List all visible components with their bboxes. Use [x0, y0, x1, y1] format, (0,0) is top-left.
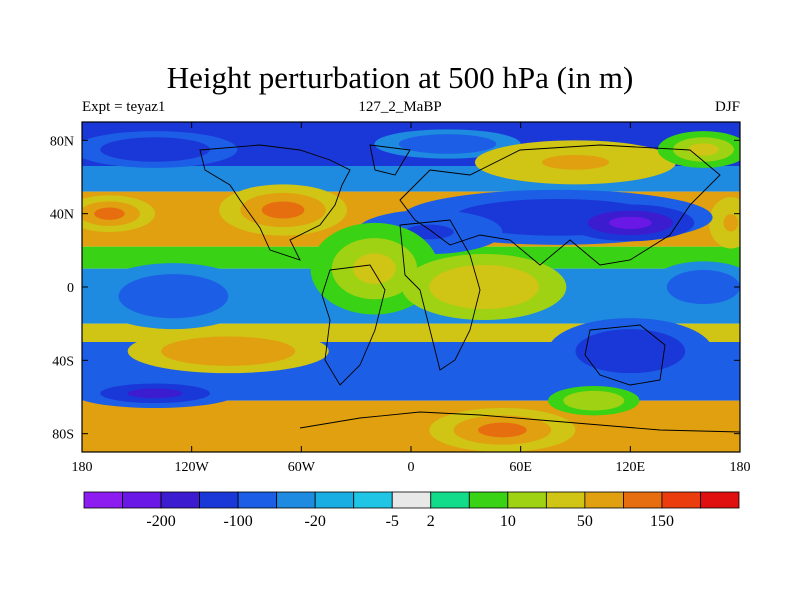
colorbar-box [584, 491, 624, 509]
colorbar-label: 150 [650, 513, 674, 530]
x-tick-label: 180 [730, 460, 751, 475]
colorbar-box [507, 491, 547, 509]
anomaly-6 [708, 197, 740, 249]
coastline-south-america [321, 264, 386, 386]
x-tick-label: 120E [616, 460, 646, 475]
x-tick-label: 60W [288, 460, 316, 475]
y-tick-label: 80N [50, 134, 74, 149]
colorbar-label: 2 [427, 513, 435, 530]
anomaly-10 [310, 222, 439, 315]
anomaly-8 [566, 204, 695, 242]
anomaly-12 [91, 263, 256, 330]
anomaly-17 [429, 408, 576, 452]
anomaly-13 [648, 261, 740, 313]
colorbar-box [199, 491, 239, 509]
y-tick-label: 40N [50, 208, 74, 223]
colorbar-label: -5 [386, 513, 399, 530]
anomaly-15 [127, 329, 329, 374]
x-tick-label: 120W [175, 460, 210, 475]
colorbar-label: 50 [577, 513, 593, 530]
colorbar-box [623, 491, 663, 509]
contour-field [82, 122, 740, 452]
colorbar-box [276, 491, 316, 509]
coastline-greenland [369, 144, 411, 176]
colorbar-label: -20 [305, 513, 326, 530]
colorbar-box [237, 491, 278, 509]
y-tick-label: 80S [52, 428, 74, 443]
colorbar-box [353, 491, 393, 509]
colorbar-box [83, 491, 123, 509]
colorbar: -200 -100 -20 -5 2 10 50 150 [83, 491, 740, 530]
experiment-label: Expt = teyaz1 [82, 99, 166, 115]
colorbar-box [314, 491, 355, 509]
anomaly-2 [474, 140, 677, 185]
chart-title: Height perturbation at 500 hPa (in m) [166, 60, 634, 95]
anomaly-18 [548, 386, 640, 416]
colorbar-box [160, 491, 200, 509]
coastline-eurasia [399, 144, 721, 266]
coastline-north-america [199, 144, 351, 261]
colorbar-box [391, 491, 432, 509]
anomaly-0 [82, 131, 238, 168]
band-7 [82, 400, 740, 452]
anomaly-11 [401, 254, 567, 320]
y-tick-label: 40S [52, 354, 74, 369]
anomaly-1 [374, 129, 521, 159]
x-tick-label: 180 [72, 460, 93, 475]
colorbar-box [700, 491, 740, 509]
anomaly-5 [82, 195, 156, 232]
coastline-africa [399, 219, 481, 371]
coastlines [199, 144, 740, 433]
colorbar-box [545, 491, 586, 509]
season-label: DJF [714, 99, 740, 115]
anomaly-4 [219, 184, 348, 236]
anomaly-14 [548, 318, 713, 385]
colorbar-label: -200 [146, 513, 175, 530]
colorbar-label: -100 [223, 513, 252, 530]
anomaly-3 [657, 131, 740, 168]
colorbar-box [661, 491, 701, 509]
x-tick-label: 0 [408, 460, 415, 475]
x-tick-label: 60E [509, 460, 532, 475]
coastline-australia [584, 324, 666, 386]
case-label: 127_2_MaBP [358, 99, 442, 115]
colorbar-box [122, 491, 162, 509]
anomaly-16 [82, 378, 238, 408]
colorbar-label: 10 [500, 513, 516, 530]
colorbar-box [430, 491, 470, 509]
coastline-antarctica [299, 411, 740, 433]
colorbar-box [468, 491, 509, 509]
axes: 180 120W 60W 0 60E 120E 180 80N 40N 0 40S 80S [50, 122, 751, 475]
y-tick-label: 0 [67, 281, 74, 296]
